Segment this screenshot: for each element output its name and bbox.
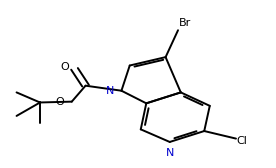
Text: O: O [60,62,69,72]
Text: N: N [106,86,115,96]
Text: Cl: Cl [237,136,248,146]
Text: Br: Br [179,18,191,28]
Text: O: O [55,97,64,108]
Text: N: N [166,148,174,158]
